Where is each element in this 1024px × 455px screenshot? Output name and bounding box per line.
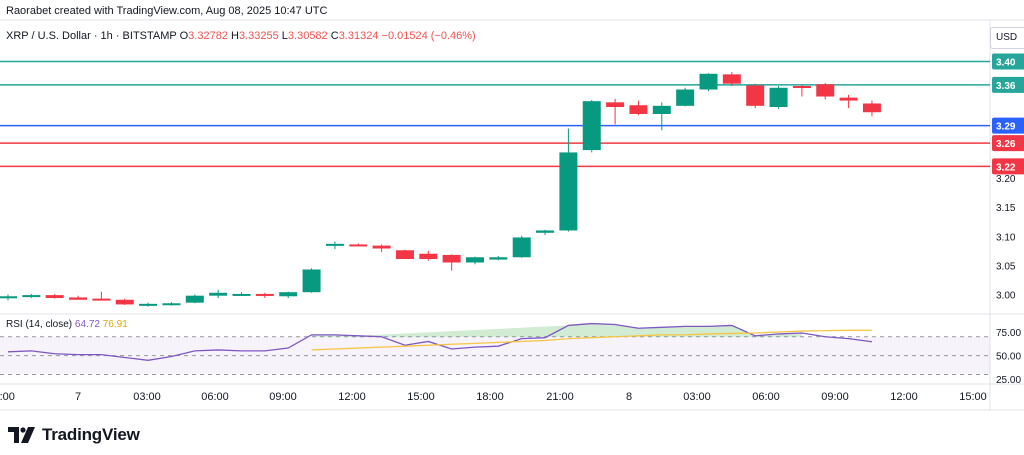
- price-tick-label: 3.05: [996, 261, 1016, 272]
- close-label: C: [330, 30, 339, 42]
- candle-body[interactable]: [0, 296, 17, 299]
- candle-body[interactable]: [279, 292, 298, 297]
- currency-selector[interactable]: USD: [990, 27, 1024, 49]
- price-tick-label: 3.15: [996, 203, 1016, 214]
- level-tag-label: 3.29: [996, 122, 1016, 133]
- price-tick-label: 3.00: [996, 291, 1016, 302]
- candle-body[interactable]: [372, 245, 391, 249]
- time-tick-label: 18:00: [476, 391, 504, 403]
- level-tag-label: 3.22: [996, 162, 1016, 173]
- candle-body[interactable]: [45, 295, 64, 299]
- rsi-legend: RSI (14, close) 64.72 76.91: [6, 319, 128, 330]
- chart-credit: Raorabet created with TradingView.com, A…: [6, 5, 328, 17]
- candle-body[interactable]: [746, 85, 765, 106]
- candle-body[interactable]: [325, 243, 344, 246]
- time-tick-label: 21:00: [546, 391, 574, 403]
- rsi-tick-label: 50.00: [996, 352, 1021, 363]
- candle-body[interactable]: [489, 257, 508, 260]
- candle-body[interactable]: [302, 269, 321, 293]
- level-tag: [992, 76, 1024, 93]
- low-label: L: [281, 30, 288, 42]
- time-tick-label: 15:00: [407, 391, 435, 403]
- candle-body[interactable]: [652, 105, 671, 114]
- candle-body[interactable]: [139, 303, 158, 306]
- candle-body[interactable]: [839, 97, 858, 101]
- time-tick-label: 09:00: [269, 391, 297, 403]
- candle-body[interactable]: [862, 103, 881, 113]
- rsi-label[interactable]: RSI (14, close): [6, 319, 73, 330]
- candle-body[interactable]: [395, 250, 414, 259]
- time-tick-label: 06:00: [752, 391, 780, 403]
- candle-body[interactable]: [606, 102, 625, 107]
- time-tick-label: 03:00: [683, 391, 711, 403]
- open-value: 3.32782: [188, 30, 228, 42]
- level-tag-label: 3.36: [996, 81, 1016, 92]
- level-tag: [992, 158, 1024, 175]
- rsi-tick-label: 75.00: [996, 328, 1021, 339]
- candle-body[interactable]: [769, 87, 788, 107]
- candle-body[interactable]: [512, 237, 531, 258]
- level-tag: [992, 53, 1024, 70]
- low-value: 3.30582: [287, 30, 328, 42]
- candle-body[interactable]: [442, 254, 461, 263]
- price-tick-label: 3.20: [996, 174, 1016, 185]
- candle-body[interactable]: [349, 244, 368, 247]
- footer-branding: TradingView: [8, 425, 140, 445]
- candle-body[interactable]: [699, 73, 718, 90]
- candle-body[interactable]: [92, 298, 111, 301]
- candle-body[interactable]: [559, 152, 578, 231]
- time-tick-label: 03:00: [133, 391, 161, 403]
- candle-body[interactable]: [816, 84, 835, 97]
- candle-body[interactable]: [536, 230, 555, 233]
- candle-body[interactable]: [629, 105, 648, 114]
- time-tick-label: 12:00: [890, 391, 918, 403]
- symbol-legend: XRP / U.S. Dollar · 1h · BITSTAMP O3.327…: [6, 30, 476, 42]
- candle-body[interactable]: [69, 297, 88, 300]
- candle-body[interactable]: [582, 101, 601, 151]
- level-tag-label: 3.26: [996, 139, 1016, 150]
- rsi-value: 64.72: [74, 319, 100, 330]
- candle-body[interactable]: [255, 293, 274, 296]
- candle-body[interactable]: [676, 89, 695, 106]
- high-label: H: [231, 30, 239, 42]
- close-value: 3.31324: [338, 30, 379, 42]
- candle-body[interactable]: [419, 253, 438, 259]
- price-tick-label: 3.10: [996, 232, 1016, 243]
- time-tick-label: i:00: [0, 391, 15, 403]
- time-tick-label: 06:00: [201, 391, 229, 403]
- tradingview-brand: TradingView: [42, 425, 140, 444]
- time-tick-label: 12:00: [338, 391, 366, 403]
- candle-body[interactable]: [466, 257, 484, 263]
- level-tag: [992, 135, 1024, 152]
- high-value: 3.33255: [238, 30, 279, 42]
- time-tick-label: 15:00: [959, 391, 987, 403]
- open-label: O: [179, 30, 189, 42]
- candle-body[interactable]: [792, 86, 811, 89]
- candle-body[interactable]: [722, 74, 741, 84]
- candle-body[interactable]: [162, 303, 181, 306]
- candle-body[interactable]: [22, 295, 41, 298]
- level-tag: [992, 117, 1024, 134]
- symbol-title[interactable]: XRP / U.S. Dollar · 1h · BITSTAMP: [6, 30, 177, 42]
- change-value: −0.01524 (−0.46%): [381, 30, 476, 42]
- candle-body[interactable]: [209, 292, 228, 296]
- candle-body[interactable]: [232, 293, 251, 296]
- tradingview-logo-icon: [8, 427, 35, 443]
- time-tick-label: 8: [626, 391, 632, 403]
- level-tag-label: 3.40: [996, 58, 1016, 69]
- rsi-tick-label: 25.00: [996, 375, 1021, 386]
- rsi-ma-line[interactable]: [311, 329, 872, 351]
- rsi-ma-value: 76.91: [102, 319, 128, 330]
- candle-body[interactable]: [185, 295, 204, 303]
- time-tick-label: 7: [75, 391, 81, 403]
- time-tick-label: 09:00: [821, 391, 849, 403]
- candle-body[interactable]: [115, 299, 134, 305]
